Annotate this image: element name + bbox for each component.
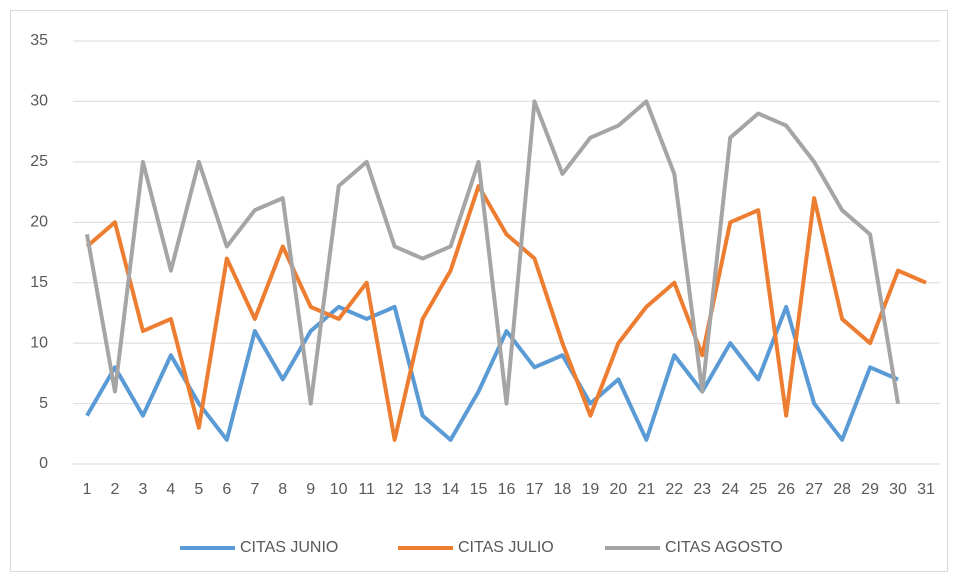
x-tick-label: 17	[526, 481, 544, 498]
x-tick-label: 21	[637, 481, 655, 498]
x-tick-label: 20	[609, 481, 627, 498]
x-tick-label: 8	[278, 481, 287, 498]
x-tick-label: 11	[358, 481, 375, 498]
x-tick-label: 23	[693, 481, 711, 498]
y-tick-label: 20	[30, 214, 48, 231]
series-line	[85, 184, 927, 442]
x-tick-label: 15	[470, 481, 488, 498]
x-tick-label: 7	[250, 481, 259, 498]
x-tick-label: 14	[442, 481, 460, 498]
x-tick-label: 5	[194, 481, 203, 498]
series-line	[85, 99, 901, 406]
x-tick-label: 29	[861, 481, 879, 498]
y-tick-label: 10	[30, 334, 48, 351]
y-tick-label: 25	[30, 153, 48, 170]
x-tick-label: 1	[83, 481, 92, 498]
y-tick-label: 35	[30, 32, 48, 49]
x-tick-label: 31	[917, 481, 935, 498]
x-tick-label: 26	[777, 481, 795, 498]
x-tick-label: 6	[222, 481, 231, 498]
series-line	[85, 304, 899, 442]
y-tick-label: 15	[30, 274, 48, 291]
x-tick-label: 18	[554, 481, 572, 498]
x-tick-label: 10	[330, 481, 348, 498]
y-tick-label: 5	[39, 395, 48, 412]
legend-label: CITAS JULIO	[458, 539, 554, 556]
x-tick-label: 25	[749, 481, 767, 498]
x-tick-label: 24	[721, 481, 739, 498]
x-tick-label: 16	[498, 481, 516, 498]
x-tick-label: 27	[805, 481, 823, 498]
x-tick-label: 9	[306, 481, 315, 498]
x-tick-label: 19	[582, 481, 600, 498]
chart-border	[10, 10, 948, 572]
y-tick-label: 0	[39, 455, 48, 472]
x-tick-label: 3	[138, 481, 147, 498]
x-tick-label: 13	[414, 481, 432, 498]
x-tick-label: 28	[833, 481, 851, 498]
x-tick-label: 30	[889, 481, 907, 498]
legend-label: CITAS AGOSTO	[665, 539, 783, 556]
x-tick-label: 2	[110, 481, 119, 498]
x-tick-label: 12	[386, 481, 404, 498]
x-tick-label: 22	[665, 481, 683, 498]
legend-label: CITAS JUNIO	[240, 539, 338, 556]
x-tick-label: 4	[166, 481, 175, 498]
y-tick-label: 30	[30, 93, 48, 110]
